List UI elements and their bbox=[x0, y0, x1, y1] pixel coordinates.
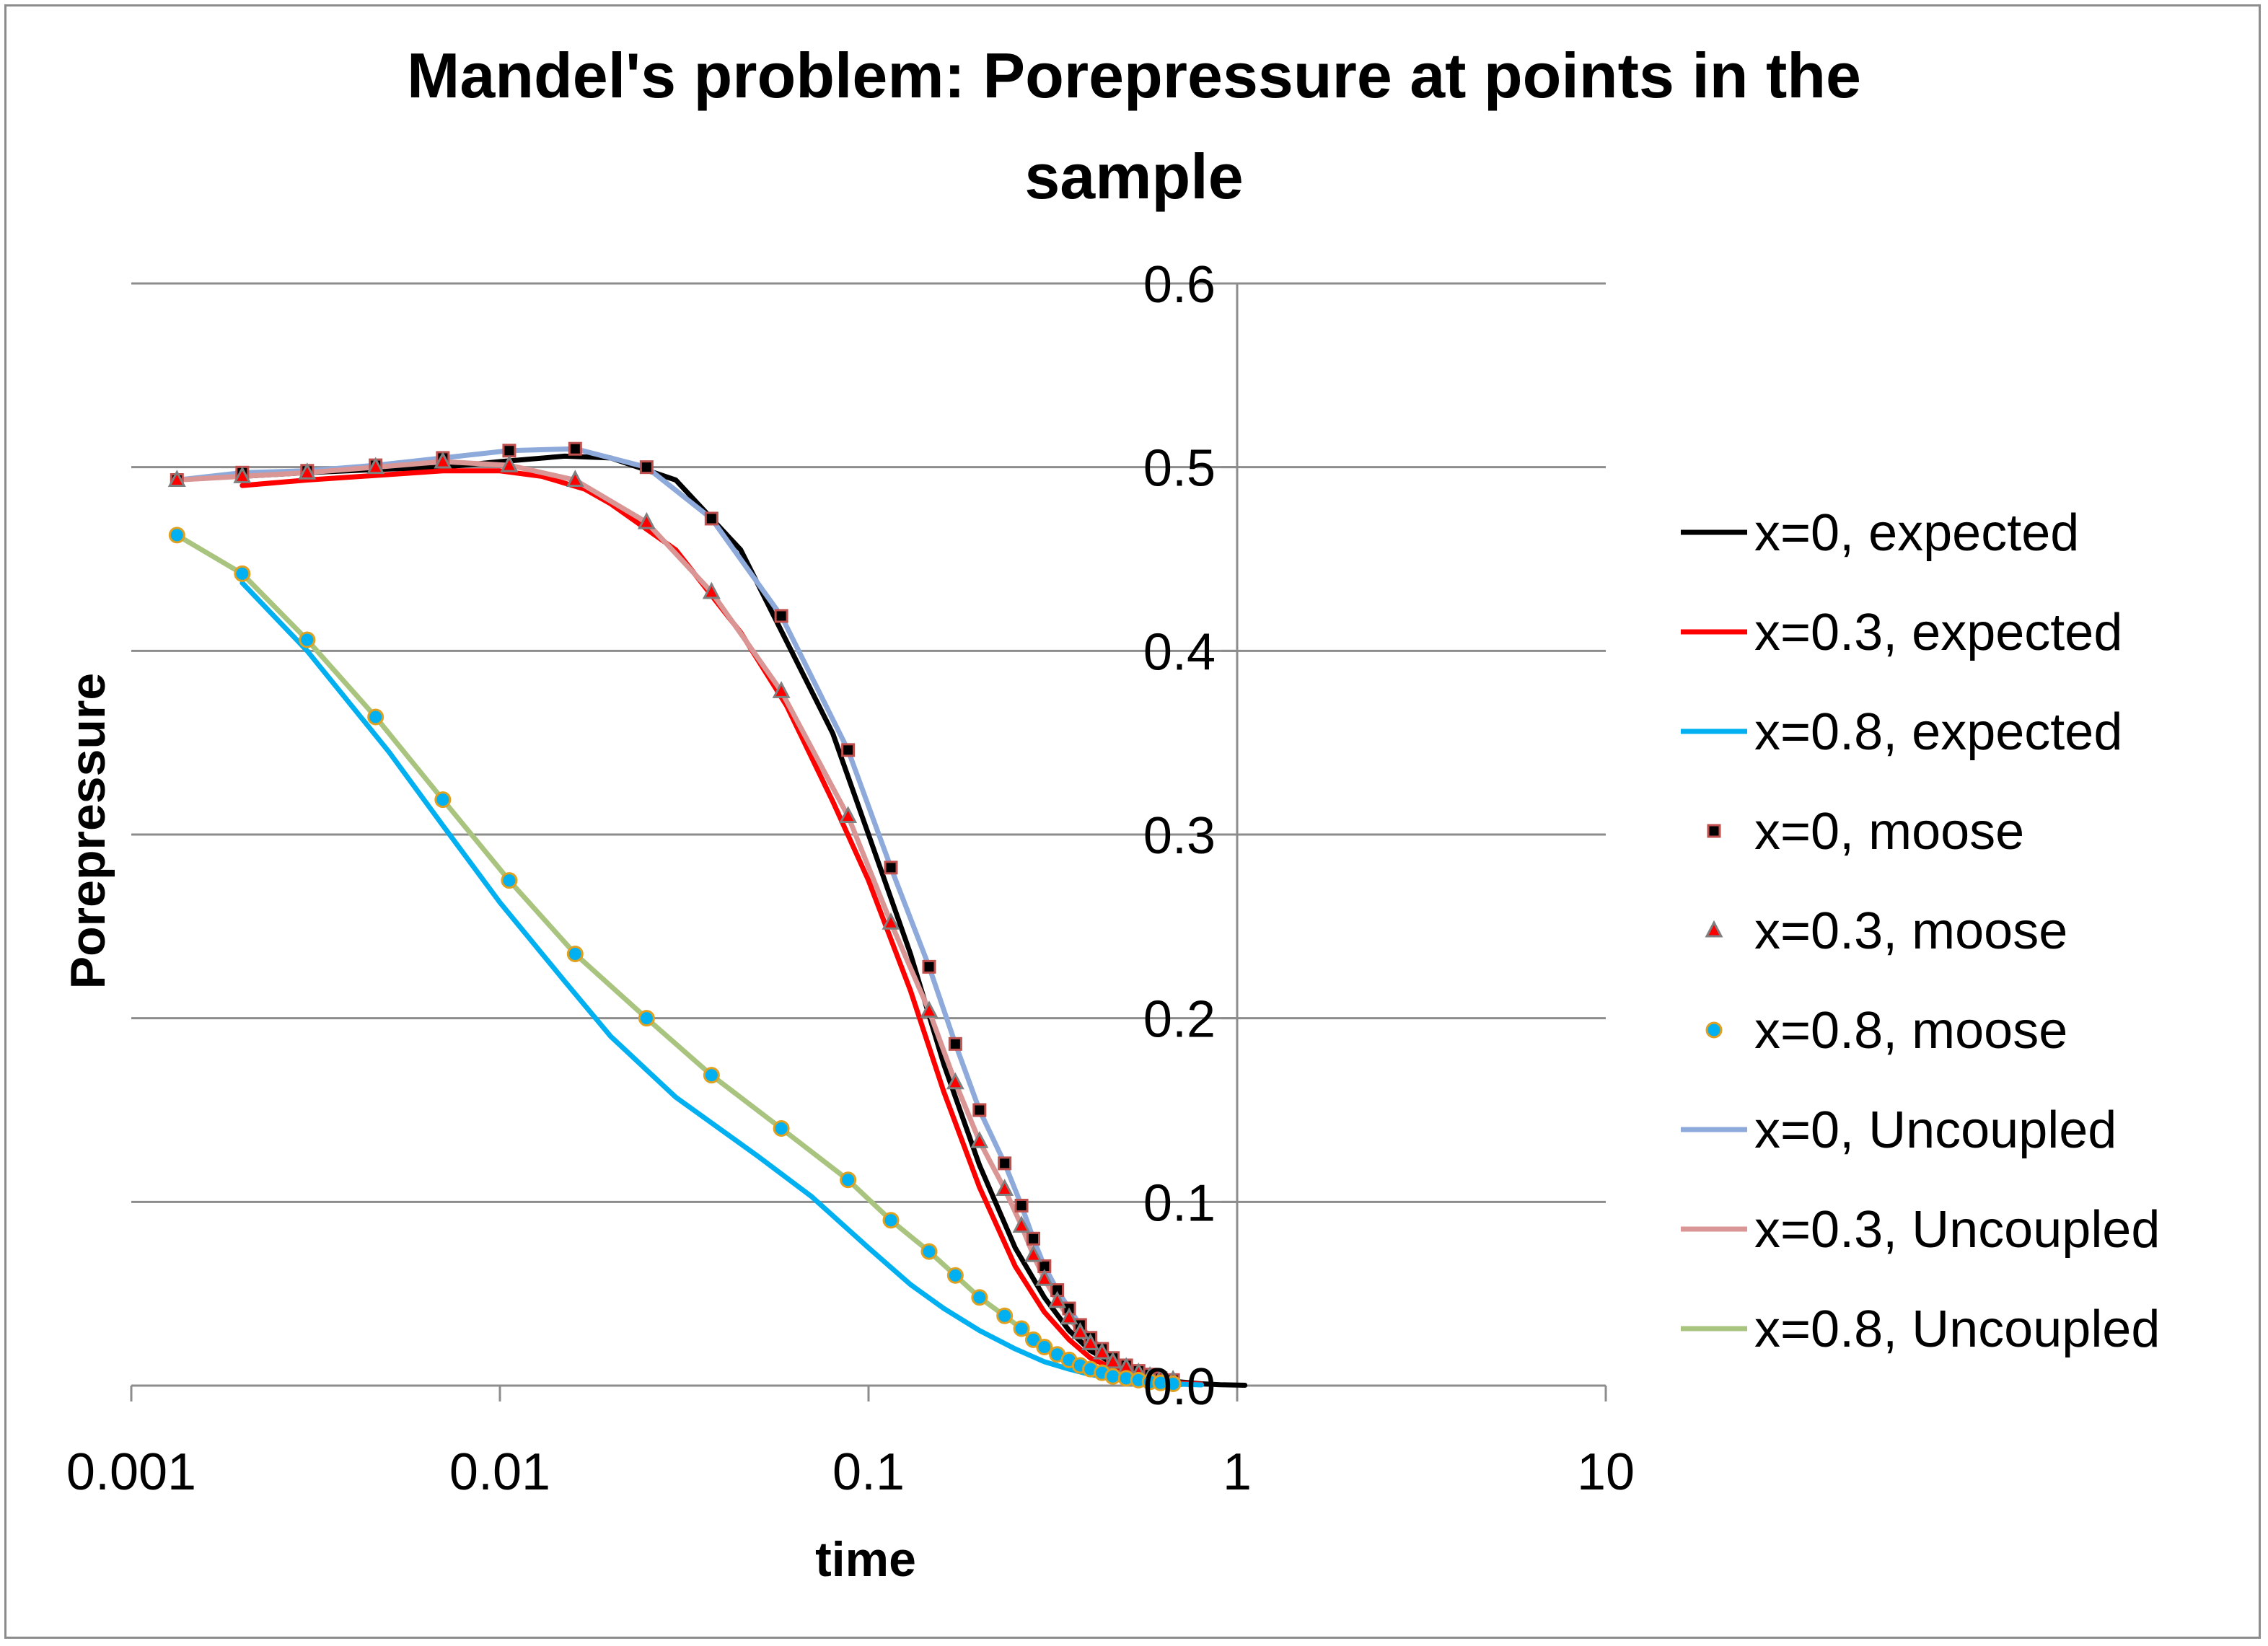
series-6-point bbox=[773, 1119, 790, 1137]
series-line-3 bbox=[239, 580, 1204, 1388]
series-5-point bbox=[434, 451, 452, 469]
series-6-point bbox=[920, 1243, 938, 1260]
x-axis-title: time bbox=[815, 1532, 916, 1587]
series-line-2 bbox=[239, 468, 1204, 1387]
series-5-point bbox=[1060, 1307, 1078, 1325]
series-4-point bbox=[884, 861, 898, 875]
x-tick-label: 0.001 bbox=[66, 1443, 196, 1501]
series-5-point bbox=[233, 466, 252, 483]
series-6-point bbox=[1164, 1375, 1182, 1392]
x-tick-label: 10 bbox=[1577, 1443, 1635, 1501]
y-tick-label: 0.6 bbox=[1143, 256, 1216, 314]
series-4-point bbox=[774, 609, 788, 623]
series-6-point bbox=[946, 1267, 964, 1284]
y-tick-label: 0.2 bbox=[1143, 991, 1216, 1049]
series-5-point bbox=[839, 806, 858, 824]
series-6-point bbox=[971, 1289, 988, 1306]
series-5-point bbox=[920, 1000, 939, 1018]
series-6-point bbox=[299, 631, 316, 648]
series-4-point bbox=[1014, 1198, 1029, 1213]
series-6-point bbox=[1013, 1320, 1030, 1337]
series-5-point bbox=[1024, 1244, 1042, 1262]
series-4-point bbox=[704, 511, 718, 526]
legend-swatch-5 bbox=[1705, 920, 1723, 938]
legend-swatch-6 bbox=[1705, 1021, 1723, 1039]
series-6-point bbox=[434, 791, 452, 809]
chart-title-line-1: Mandel's problem: Porepressure at points… bbox=[407, 40, 1861, 111]
legend-label-7: x=0, Uncoupled bbox=[1754, 1101, 2117, 1159]
series-4-point bbox=[972, 1103, 987, 1117]
series-6-point bbox=[840, 1171, 857, 1189]
legend-label-6: x=0.8, moose bbox=[1754, 1002, 2067, 1060]
series-5-point bbox=[366, 457, 385, 475]
series-line-9 bbox=[174, 532, 1176, 1386]
series-5-point bbox=[1012, 1215, 1031, 1233]
chart-title-line-2: sample bbox=[1024, 141, 1243, 212]
legend-label-9: x=0.8, Uncoupled bbox=[1754, 1300, 2160, 1358]
series-4-point bbox=[639, 460, 654, 475]
legend-label-4: x=0, moose bbox=[1754, 803, 2024, 861]
series-6-point bbox=[566, 946, 584, 963]
y-tick-label: 0.5 bbox=[1143, 440, 1216, 498]
series-4-point bbox=[1026, 1231, 1040, 1246]
series-6-point bbox=[367, 708, 384, 726]
series-5-point bbox=[946, 1072, 964, 1090]
y-tick-label: 0.3 bbox=[1143, 807, 1216, 865]
series-5-point bbox=[1104, 1351, 1122, 1369]
series-6-point bbox=[638, 1010, 655, 1027]
tick-labels: 0.001 0.01 0.1 1 10 0.0 0.1 0.2 0.3 0.4 0.5 0.6 bbox=[66, 256, 1635, 1501]
y-tick-label: 0.1 bbox=[1143, 1174, 1216, 1232]
series-5-point bbox=[500, 454, 519, 472]
series-4-point bbox=[841, 743, 856, 757]
series-6-point bbox=[996, 1307, 1014, 1324]
x-tick-label: 0.01 bbox=[449, 1443, 550, 1501]
legend-label-1: x=0, expected bbox=[1754, 504, 2079, 562]
series-5-point bbox=[1093, 1342, 1112, 1360]
x-tick-label: 0.1 bbox=[832, 1443, 905, 1501]
series-5-point bbox=[702, 581, 721, 599]
legend-label-3: x=0.8, expected bbox=[1754, 703, 2122, 761]
legend: x=0, expected x=0.3, expected x=0.8, expec… bbox=[1681, 504, 2160, 1358]
y-tick-label: 0.0 bbox=[1143, 1358, 1216, 1416]
series-5-point bbox=[1071, 1321, 1089, 1339]
series-5-point bbox=[1035, 1269, 1054, 1286]
series-5-point bbox=[1048, 1290, 1067, 1308]
legend-label-2: x=0.3, expected bbox=[1754, 604, 2122, 661]
legend-label-5: x=0.3, moose bbox=[1754, 902, 2067, 960]
gridlines bbox=[131, 282, 1606, 1203]
legend-label-8: x=0.3, Uncoupled bbox=[1754, 1201, 2160, 1259]
series-line-1 bbox=[239, 453, 1248, 1388]
series-5-point bbox=[882, 912, 900, 930]
series-5-point bbox=[167, 470, 186, 487]
series-4-point bbox=[502, 444, 517, 458]
series-5-point bbox=[566, 470, 584, 487]
plot-markers bbox=[167, 441, 1182, 1392]
series-6-point bbox=[234, 565, 251, 582]
series-6-point bbox=[501, 872, 518, 889]
series-line-7 bbox=[174, 446, 1176, 1383]
series-4-point bbox=[568, 441, 582, 456]
series-6-point bbox=[703, 1067, 720, 1084]
series-4-point bbox=[922, 959, 936, 974]
x-tick-label: 1 bbox=[1223, 1443, 1252, 1501]
y-tick-label: 0.4 bbox=[1143, 623, 1216, 681]
legend-swatch-4 bbox=[1707, 824, 1721, 838]
series-6-point bbox=[882, 1212, 900, 1229]
series-6-point bbox=[1104, 1368, 1122, 1385]
series-5-point bbox=[970, 1131, 989, 1148]
series-5-point bbox=[995, 1179, 1014, 1197]
series-6-point bbox=[1036, 1339, 1053, 1356]
series-5-point bbox=[1081, 1333, 1100, 1350]
series-4-point bbox=[948, 1037, 962, 1051]
series-5-point bbox=[298, 462, 317, 480]
series-5-point bbox=[772, 681, 791, 698]
series-line-8 bbox=[174, 459, 1176, 1383]
axes bbox=[130, 282, 1607, 1401]
y-axis-title: Porepressure bbox=[61, 673, 115, 989]
series-5-point bbox=[637, 511, 656, 529]
series-4-point bbox=[998, 1156, 1012, 1171]
series-6-point bbox=[168, 527, 185, 544]
